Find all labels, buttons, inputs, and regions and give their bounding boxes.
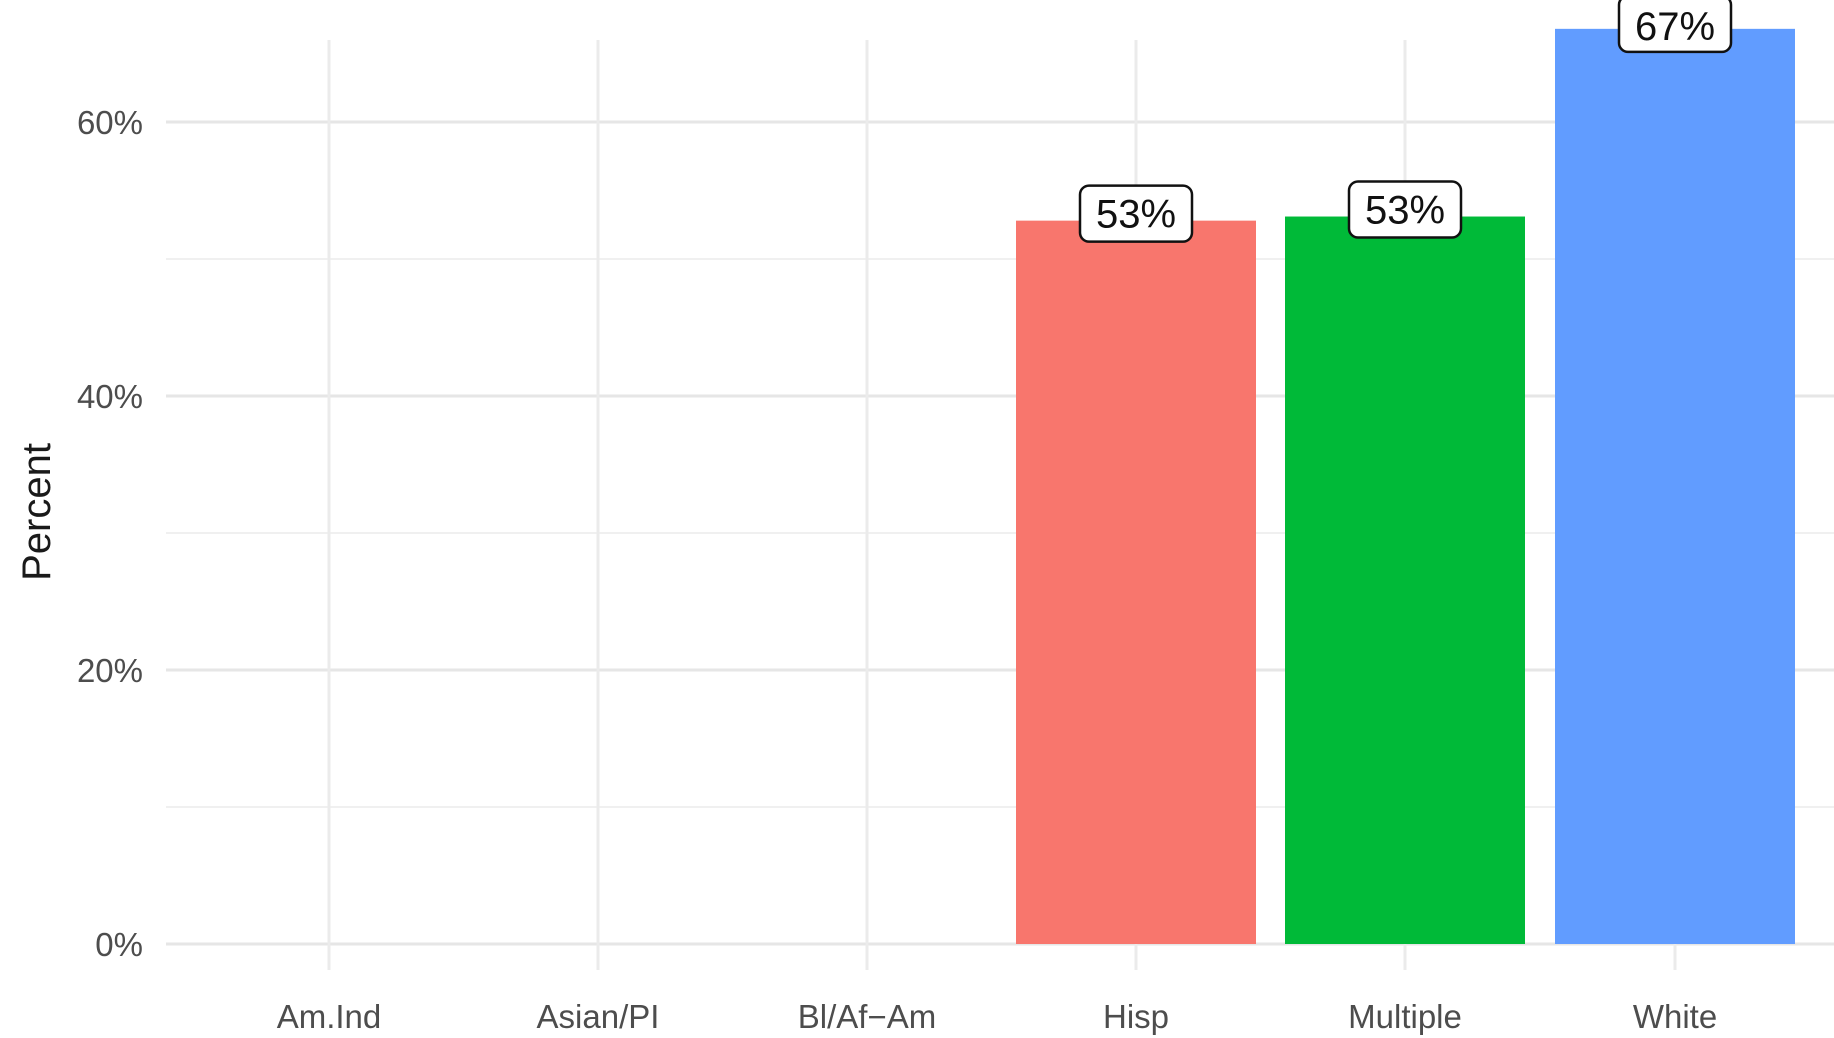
y-tick-label: 60% [77,104,143,141]
bar-white [1555,28,1795,944]
data-label-text: 53% [1365,189,1445,233]
data-label: 67% [1617,0,1733,54]
y-axis-ticks: 0% 20% 40% 60% [77,104,143,963]
x-tick-label: Hisp [1103,998,1169,1035]
bar-hisp [1016,220,1256,944]
data-label: 53% [1078,184,1194,243]
bars-group [1016,28,1795,944]
data-label-box [1078,184,1194,243]
x-tick-label: Bl/Af−Am [798,998,936,1035]
x-tick-label: Am.Ind [277,998,382,1035]
x-tick-label: Multiple [1348,998,1462,1035]
x-tick-label: Asian/PI [537,998,660,1035]
bar-labels-group: 53% 53% 67% [1078,0,1733,243]
y-tick-label: 20% [77,652,143,689]
data-label-box [1347,180,1463,239]
x-axis-ticks: Am.Ind Asian/PI Bl/Af−Am Hisp Multiple White [277,998,1717,1035]
y-axis-title: Percent [15,443,59,581]
y-tick-label: 40% [77,378,143,415]
data-label-text: 53% [1096,193,1176,237]
data-label-box [1617,0,1733,54]
x-tick-label: White [1633,998,1717,1035]
y-tick-label: 0% [95,926,143,963]
data-label-text: 67% [1635,5,1715,49]
data-label: 53% [1347,180,1463,239]
bar-multiple [1285,216,1525,944]
